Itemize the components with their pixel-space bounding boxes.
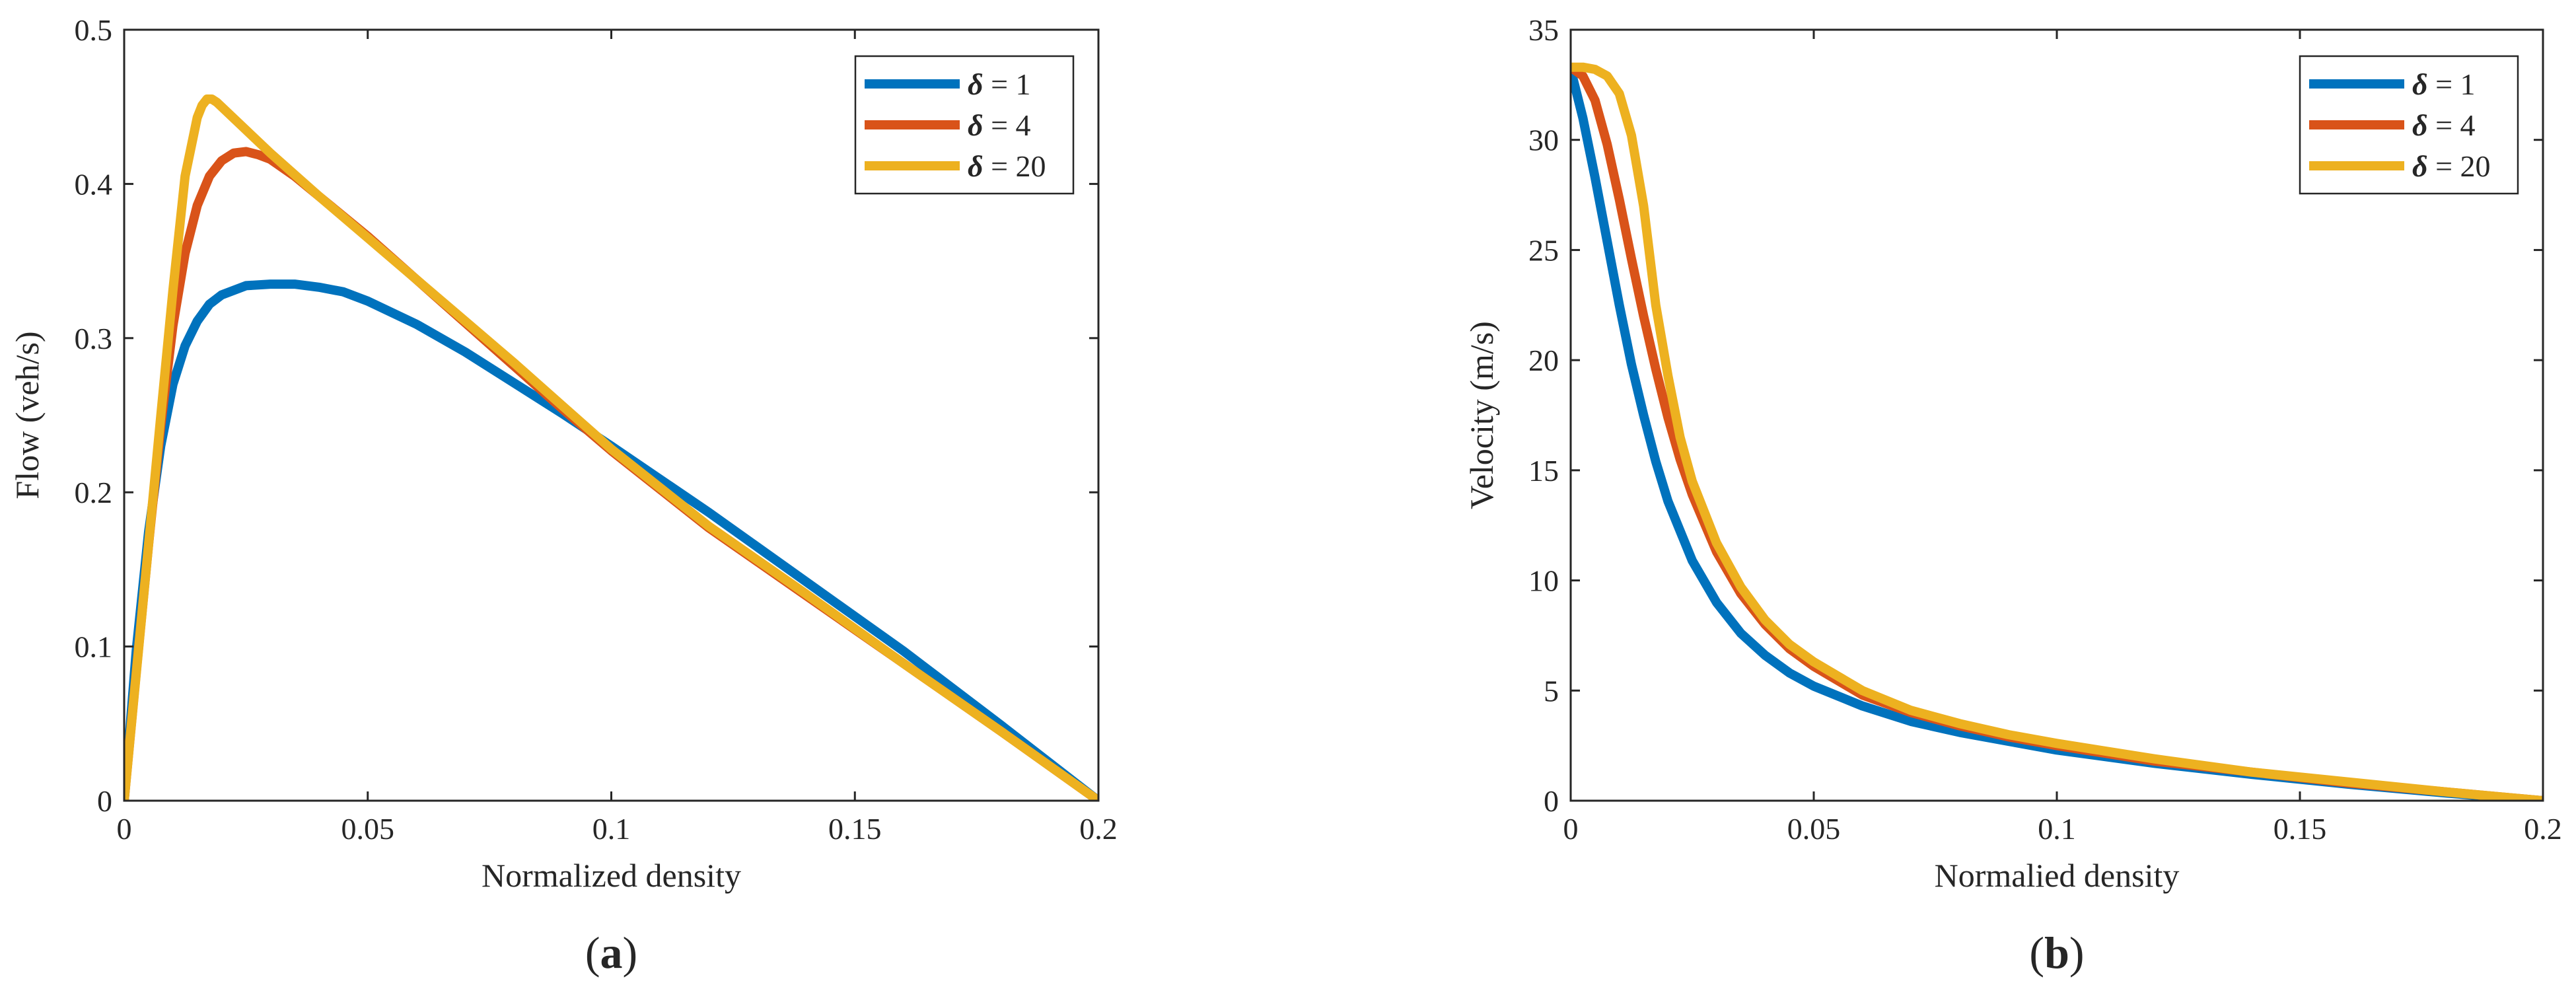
y-axis-title: Flow (veh/s) — [9, 331, 46, 499]
panel-letter: b — [2044, 928, 2069, 978]
chart-panel-a: 0 0.05 0.1 0.15 0.2 0 0.1 0.2 0.3 0.4 0.5 Normalize… — [9, 13, 1118, 978]
x-tick-label: 0.2 — [1079, 812, 1118, 846]
y-tick-label: 15 — [1528, 454, 1559, 488]
legend-label: = 1 — [984, 67, 1031, 101]
legend-label: = 4 — [2428, 108, 2476, 142]
series-line-delta-20 — [1571, 62, 2543, 801]
y-tick-label: 0.3 — [75, 322, 113, 355]
legend-label: = 20 — [2428, 149, 2491, 183]
chart-panel-b: 0 0.05 0.1 0.15 0.2 0 5 10 15 20 25 30 35 Normalied d… — [1463, 13, 2562, 978]
legend: δ = 1δ = 4δ = 20 — [854, 55, 1075, 195]
series-line-delta-20 — [124, 94, 1098, 801]
x-axis-title: Normalied density — [1935, 857, 2180, 894]
legend-symbol: δ — [968, 67, 984, 101]
x-tick-label: 0.1 — [592, 812, 631, 846]
legend-label: = 1 — [2428, 67, 2476, 101]
panel-label: (b) — [2029, 928, 2084, 978]
legend-entry: δ = 1 — [2412, 67, 2476, 101]
y-tick-label: 30 — [1528, 124, 1559, 157]
y-tick-label: 10 — [1528, 564, 1559, 598]
y-tick-label: 20 — [1528, 344, 1559, 377]
legend-label: = 20 — [984, 149, 1046, 183]
legend-entry: δ = 1 — [968, 67, 1031, 101]
legend-label: = 4 — [984, 108, 1031, 142]
y-tick-label: 0.2 — [75, 476, 113, 509]
y-tick-label: 5 — [1544, 674, 1559, 708]
x-tick-label: 0.1 — [2038, 812, 2076, 846]
y-tick-label: 0.5 — [75, 13, 113, 47]
x-tick-label: 0.15 — [2273, 812, 2327, 846]
series-line-delta-4 — [124, 147, 1098, 801]
legend-entry: δ = 20 — [2412, 149, 2491, 183]
legend-symbol: δ — [968, 149, 984, 183]
y-tick-label: 0 — [97, 784, 112, 818]
y-tick-label: 35 — [1528, 13, 1559, 47]
x-axis-title: Normalized density — [482, 857, 741, 894]
x-tick-label: 0.15 — [828, 812, 882, 846]
y-tick-label: 25 — [1528, 233, 1559, 267]
legend-entry: δ = 4 — [968, 108, 1031, 142]
series-line-delta-1 — [124, 279, 1098, 801]
legend-symbol: δ — [2412, 108, 2428, 142]
x-tick-label: 0.05 — [341, 812, 395, 846]
y-tick-label: 0 — [1544, 784, 1559, 818]
panel-label: (a) — [585, 928, 637, 978]
legend-symbol: δ — [968, 108, 984, 142]
legend-symbol: δ — [2412, 67, 2428, 101]
y-axis-title: Velocity (m/s) — [1463, 321, 1500, 509]
legend: δ = 1δ = 4δ = 20 — [2299, 55, 2519, 195]
legend-symbol: δ — [2412, 149, 2428, 183]
x-tick-label: 0.2 — [2524, 812, 2562, 846]
x-tick-label: 0 — [117, 812, 132, 846]
series-lines — [1571, 62, 2543, 801]
series-lines — [124, 94, 1098, 801]
x-tick-label: 0.05 — [1787, 812, 1841, 846]
y-tick-label: 0.4 — [75, 167, 113, 201]
legend-entry: δ = 20 — [968, 149, 1046, 183]
y-tick-label: 0.1 — [75, 630, 113, 664]
panel-letter: a — [600, 928, 623, 978]
legend-entry: δ = 4 — [2412, 108, 2476, 142]
x-tick-label: 0 — [1563, 812, 1579, 846]
